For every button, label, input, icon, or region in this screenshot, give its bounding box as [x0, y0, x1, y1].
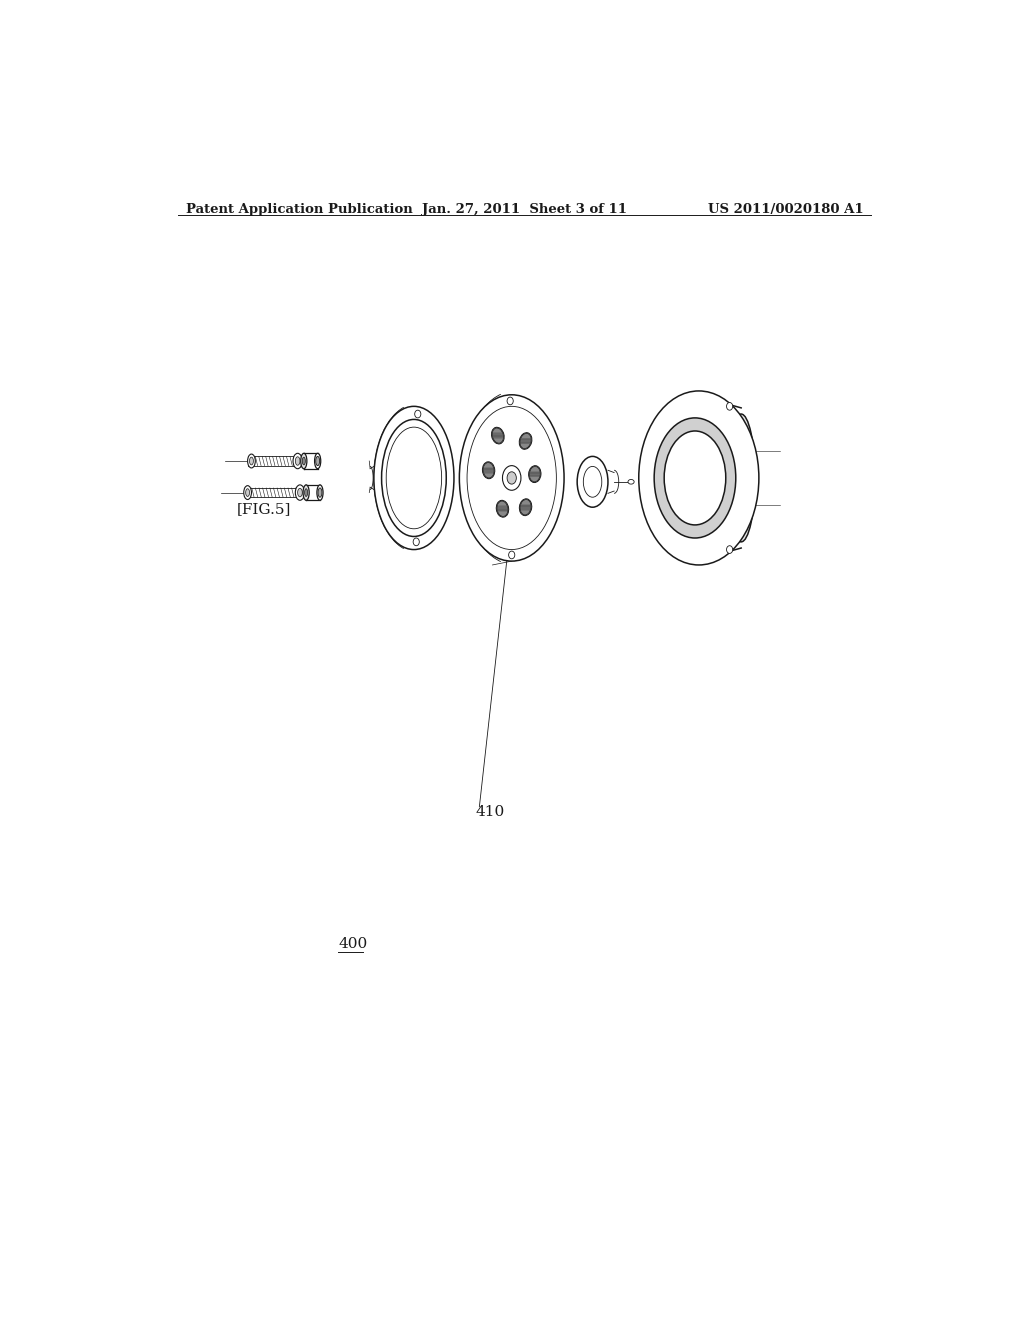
Ellipse shape	[246, 488, 250, 496]
Ellipse shape	[727, 414, 755, 541]
Ellipse shape	[519, 499, 531, 516]
Ellipse shape	[497, 502, 508, 516]
Ellipse shape	[293, 453, 302, 469]
Ellipse shape	[382, 420, 446, 536]
Ellipse shape	[467, 407, 556, 549]
Ellipse shape	[507, 471, 516, 484]
Ellipse shape	[460, 395, 564, 561]
Ellipse shape	[295, 484, 304, 500]
Ellipse shape	[497, 500, 509, 517]
Ellipse shape	[654, 418, 736, 539]
Ellipse shape	[303, 484, 309, 500]
Ellipse shape	[315, 457, 319, 466]
Ellipse shape	[301, 453, 307, 469]
Ellipse shape	[584, 466, 602, 498]
Text: Jan. 27, 2011  Sheet 3 of 11: Jan. 27, 2011 Sheet 3 of 11	[422, 203, 628, 216]
Ellipse shape	[244, 486, 252, 499]
Ellipse shape	[415, 411, 421, 418]
Ellipse shape	[413, 539, 419, 545]
Text: Patent Application Publication: Patent Application Publication	[186, 203, 413, 216]
Ellipse shape	[503, 466, 521, 490]
Ellipse shape	[318, 488, 322, 498]
Ellipse shape	[493, 428, 504, 444]
Ellipse shape	[578, 457, 608, 507]
Text: US 2011/0020180 A1: US 2011/0020180 A1	[708, 203, 863, 216]
Ellipse shape	[316, 484, 323, 500]
Ellipse shape	[314, 453, 321, 469]
Ellipse shape	[520, 433, 531, 449]
Ellipse shape	[483, 462, 494, 478]
Ellipse shape	[528, 466, 541, 483]
Ellipse shape	[386, 428, 441, 529]
Ellipse shape	[482, 462, 495, 479]
Ellipse shape	[520, 499, 531, 515]
Ellipse shape	[628, 479, 634, 484]
Text: 400: 400	[339, 937, 368, 952]
Ellipse shape	[248, 454, 255, 469]
Ellipse shape	[509, 552, 515, 558]
Ellipse shape	[302, 457, 305, 465]
Ellipse shape	[492, 428, 504, 444]
Ellipse shape	[250, 457, 253, 465]
Ellipse shape	[304, 488, 307, 496]
Ellipse shape	[507, 397, 513, 405]
Ellipse shape	[665, 430, 726, 525]
Ellipse shape	[529, 466, 541, 482]
Ellipse shape	[639, 391, 759, 565]
Ellipse shape	[374, 407, 454, 549]
Ellipse shape	[295, 457, 300, 465]
Ellipse shape	[298, 488, 302, 496]
Ellipse shape	[727, 545, 733, 553]
Text: [FIG.5]: [FIG.5]	[237, 503, 291, 516]
Ellipse shape	[519, 433, 531, 449]
Ellipse shape	[727, 403, 733, 411]
Text: 410: 410	[475, 805, 505, 820]
